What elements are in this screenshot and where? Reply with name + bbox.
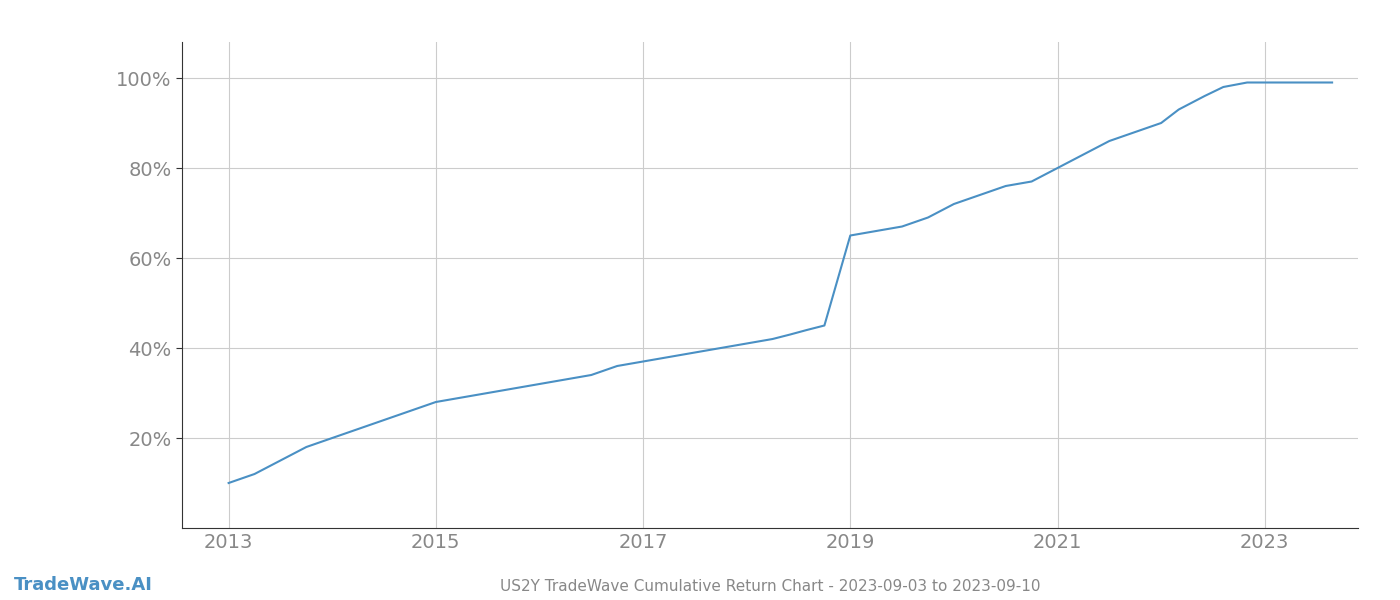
Text: TradeWave.AI: TradeWave.AI	[14, 576, 153, 594]
Text: US2Y TradeWave Cumulative Return Chart - 2023-09-03 to 2023-09-10: US2Y TradeWave Cumulative Return Chart -…	[500, 579, 1040, 594]
